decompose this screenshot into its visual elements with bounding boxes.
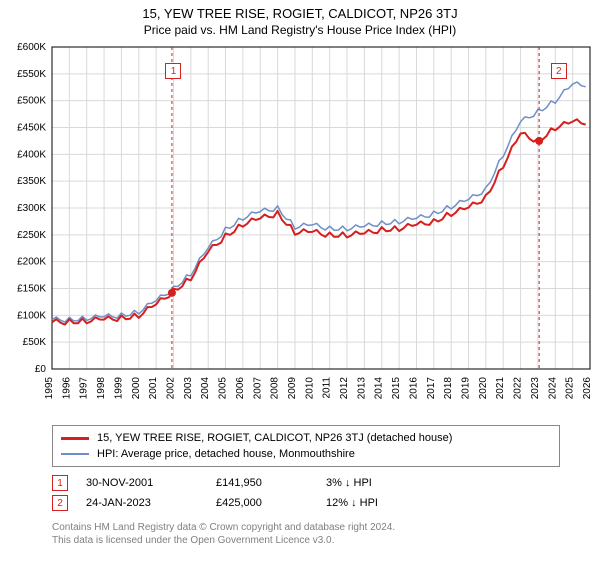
svg-text:£300K: £300K (17, 203, 46, 214)
marker-id-box: 2 (52, 495, 68, 511)
legend-item-hpi: HPI: Average price, detached house, Monm… (61, 446, 551, 462)
svg-text:2016: 2016 (408, 377, 419, 400)
svg-text:2023: 2023 (530, 377, 541, 400)
svg-text:2026: 2026 (582, 377, 593, 400)
svg-text:£150K: £150K (17, 284, 46, 295)
svg-text:1996: 1996 (61, 377, 72, 400)
chart-title: 15, YEW TREE RISE, ROGIET, CALDICOT, NP2… (0, 6, 600, 21)
svg-text:2006: 2006 (235, 377, 246, 400)
svg-text:2015: 2015 (391, 377, 402, 400)
marker-price: £425,000 (216, 497, 326, 509)
marker-row: 2 24-JAN-2023£425,00012% ↓ HPI (52, 493, 560, 513)
legend-item-price-paid: 15, YEW TREE RISE, ROGIET, CALDICOT, NP2… (61, 430, 551, 446)
svg-text:2012: 2012 (339, 377, 350, 400)
svg-text:2009: 2009 (287, 377, 298, 400)
svg-text:2000: 2000 (131, 377, 142, 400)
svg-text:£250K: £250K (17, 230, 46, 241)
svg-text:£200K: £200K (17, 257, 46, 268)
license-line: This data is licensed under the Open Gov… (52, 534, 560, 547)
svg-text:£100K: £100K (17, 310, 46, 321)
svg-text:£50K: £50K (23, 337, 47, 348)
chart-subtitle: Price paid vs. HM Land Registry's House … (0, 23, 600, 37)
legend: 15, YEW TREE RISE, ROGIET, CALDICOT, NP2… (52, 425, 560, 467)
marker-diff: 12% ↓ HPI (326, 497, 378, 509)
svg-text:1999: 1999 (113, 377, 124, 400)
svg-text:2007: 2007 (252, 377, 263, 400)
svg-text:£0: £0 (35, 364, 47, 375)
marker-price: £141,950 (216, 477, 326, 489)
marker-diff: 3% ↓ HPI (326, 477, 372, 489)
svg-text:2020: 2020 (478, 377, 489, 400)
svg-text:2013: 2013 (356, 377, 367, 400)
svg-text:2005: 2005 (218, 377, 229, 400)
license-line: Contains HM Land Registry data © Crown c… (52, 521, 560, 534)
svg-text:1995: 1995 (44, 377, 55, 400)
legend-label: HPI: Average price, detached house, Monm… (97, 448, 355, 460)
svg-text:2011: 2011 (322, 377, 333, 399)
chart-plot: £0 £50K £100K £150K £200K £250K £300K £350K £400… (0, 39, 600, 419)
svg-text:2010: 2010 (304, 377, 315, 400)
svg-text:2019: 2019 (461, 377, 472, 400)
marker-id-box: 1 (52, 475, 68, 491)
svg-text:2001: 2001 (148, 377, 159, 400)
svg-text:£400K: £400K (17, 149, 46, 160)
svg-text:£500K: £500K (17, 96, 46, 107)
license-text: Contains HM Land Registry data © Crown c… (52, 521, 560, 547)
svg-text:£450K: £450K (17, 123, 46, 134)
marker-legend: 1 30-NOV-2001£141,9503% ↓ HPI 2 24-JAN-2023… (52, 473, 560, 513)
svg-text:2022: 2022 (513, 377, 524, 400)
svg-text:£550K: £550K (17, 69, 46, 80)
svg-text:2024: 2024 (547, 377, 558, 400)
svg-text:2014: 2014 (374, 377, 385, 400)
svg-text:2002: 2002 (165, 377, 176, 400)
marker-date: 24-JAN-2023 (86, 497, 216, 509)
legend-swatch (61, 453, 89, 455)
svg-text:2025: 2025 (565, 377, 576, 400)
legend-label: 15, YEW TREE RISE, ROGIET, CALDICOT, NP2… (97, 432, 452, 444)
svg-text:1997: 1997 (79, 377, 90, 400)
svg-text:£350K: £350K (17, 176, 46, 187)
svg-text:2017: 2017 (426, 377, 437, 400)
marker-date: 30-NOV-2001 (86, 477, 216, 489)
svg-text:2018: 2018 (443, 377, 454, 400)
svg-text:2008: 2008 (270, 377, 281, 400)
svg-text:£600K: £600K (17, 42, 46, 53)
marker-row: 1 30-NOV-2001£141,9503% ↓ HPI (52, 473, 560, 493)
svg-text:1998: 1998 (96, 377, 107, 400)
legend-swatch (61, 437, 89, 440)
svg-text:2003: 2003 (183, 377, 194, 400)
svg-text:2004: 2004 (200, 377, 211, 400)
svg-text:2021: 2021 (495, 377, 506, 400)
